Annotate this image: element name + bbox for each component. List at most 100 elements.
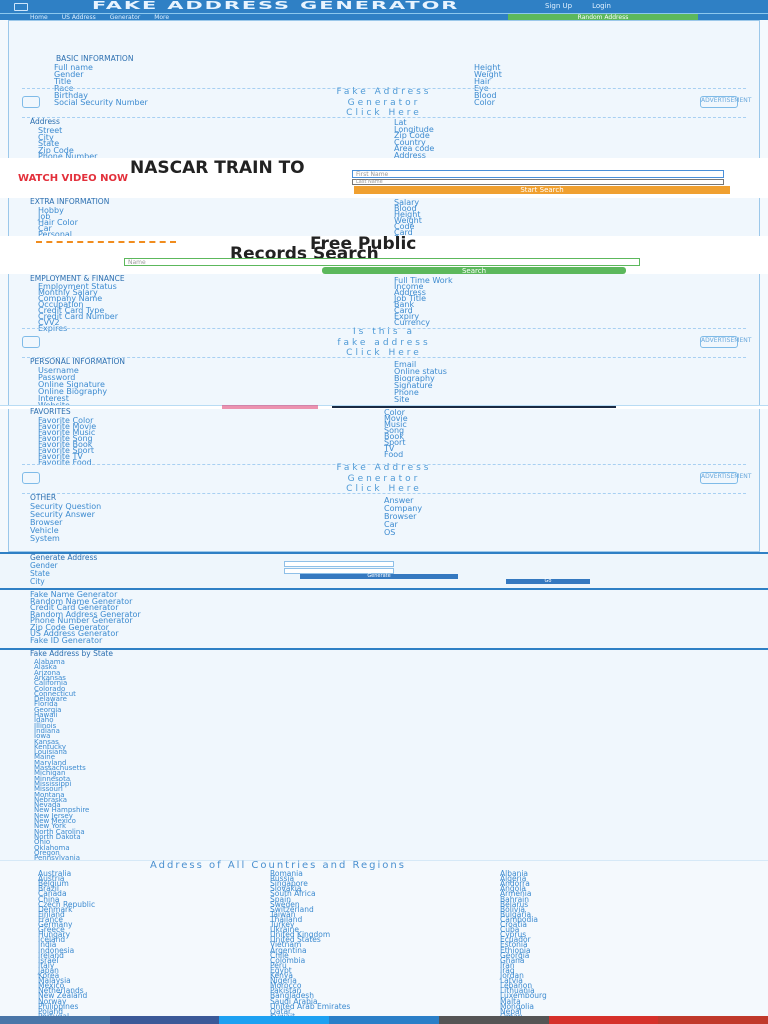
- country-link[interactable]: Iran: [500, 960, 515, 970]
- country-link[interactable]: Angola: [500, 884, 526, 894]
- country-link[interactable]: Jordan: [500, 971, 524, 980]
- state-link[interactable]: Illinois: [34, 721, 57, 730]
- country-link[interactable]: Peru: [270, 960, 287, 970]
- random-address-button[interactable]: Random Address: [508, 14, 698, 21]
- ad-banner-1[interactable]: Fake Address Generator Click Here: [22, 87, 746, 118]
- country-link[interactable]: New Zealand: [38, 991, 88, 1001]
- state-link[interactable]: Oklahoma: [34, 843, 70, 852]
- country-link[interactable]: Bolivia: [500, 904, 526, 914]
- ad-open-button[interactable]: ADVERTISEMENT: [700, 472, 751, 484]
- country-link[interactable]: Estonia: [500, 940, 528, 950]
- related-link[interactable]: Random Name Generator: [30, 596, 133, 606]
- country-link[interactable]: Nigeria: [270, 976, 297, 986]
- start-search-button[interactable]: Start Search: [354, 186, 730, 194]
- country-link[interactable]: Croatia: [500, 920, 527, 929]
- country-link[interactable]: Malta: [500, 996, 521, 1006]
- login-link[interactable]: Login: [592, 2, 611, 10]
- state-link[interactable]: Arkansas: [34, 673, 66, 682]
- ad-open-button[interactable]: ADVERTISEMENT: [700, 96, 751, 108]
- country-link[interactable]: Ecuador: [500, 935, 531, 945]
- state-link[interactable]: Missouri: [34, 785, 63, 794]
- share-button[interactable]: [548, 1016, 659, 1024]
- country-link[interactable]: Spain: [270, 894, 291, 904]
- related-link[interactable]: Credit Card Generator: [30, 603, 119, 612]
- country-link[interactable]: Indonesia: [38, 945, 75, 955]
- state-link[interactable]: Kentucky: [34, 742, 66, 751]
- state-link[interactable]: Massachusetts: [34, 764, 86, 772]
- go-button[interactable]: Go: [506, 578, 590, 584]
- country-link[interactable]: Nepal: [500, 1006, 522, 1016]
- country-link[interactable]: Colombia: [270, 955, 306, 965]
- country-link[interactable]: Slovakia: [270, 884, 302, 894]
- state-link[interactable]: Nevada: [34, 801, 61, 810]
- state-link[interactable]: New York: [34, 822, 67, 831]
- country-link[interactable]: Pakistan: [270, 986, 302, 996]
- state-link[interactable]: New Mexico: [34, 817, 76, 825]
- country-link[interactable]: Belgium: [38, 879, 69, 889]
- state-link[interactable]: Kansas: [34, 737, 59, 746]
- country-link[interactable]: Algeria: [500, 874, 527, 884]
- country-link[interactable]: China: [38, 894, 60, 904]
- country-link[interactable]: France: [38, 914, 63, 924]
- name-search-input[interactable]: Name: [124, 258, 640, 266]
- nav-us-address[interactable]: US Address: [61, 14, 96, 21]
- nav-more[interactable]: More: [154, 14, 170, 21]
- country-link[interactable]: Thailand: [270, 914, 303, 924]
- state-link[interactable]: Colorado: [34, 684, 66, 693]
- country-link[interactable]: Kenya: [270, 971, 293, 980]
- last-name-input[interactable]: Last Name: [352, 179, 724, 185]
- country-link[interactable]: Vietnam: [270, 940, 302, 950]
- state-link[interactable]: California: [34, 679, 68, 688]
- country-link[interactable]: Poland: [38, 1006, 64, 1016]
- country-link[interactable]: Cambodia: [500, 914, 538, 924]
- state-link[interactable]: Indiana: [34, 726, 60, 735]
- country-link[interactable]: Austria: [38, 874, 65, 884]
- country-link[interactable]: Mongolia: [500, 1001, 534, 1011]
- country-link[interactable]: Australia: [38, 869, 72, 878]
- related-link[interactable]: Random Address Generator: [30, 609, 141, 619]
- state-link[interactable]: Alaska: [34, 663, 57, 672]
- country-link[interactable]: Ukraine: [270, 925, 299, 935]
- country-link[interactable]: Bangladesh: [270, 991, 314, 1001]
- state-link[interactable]: Hawaii: [34, 711, 58, 719]
- country-link[interactable]: Bahrain: [500, 894, 530, 904]
- country-link[interactable]: Cuba: [500, 925, 520, 935]
- state-link[interactable]: Montana: [34, 790, 65, 799]
- country-link[interactable]: Norway: [38, 996, 67, 1006]
- state-link[interactable]: Iowa: [34, 732, 51, 741]
- country-link[interactable]: Andorra: [500, 879, 530, 889]
- home-icon[interactable]: [14, 3, 28, 11]
- state-link[interactable]: Ohio: [34, 838, 51, 847]
- country-link[interactable]: United Arab Emirates: [270, 1001, 351, 1011]
- share-button[interactable]: [329, 1016, 439, 1024]
- public-records-search-button[interactable]: Search: [322, 267, 626, 275]
- country-link[interactable]: Latvia: [500, 976, 523, 986]
- country-link[interactable]: Morocco: [270, 981, 302, 991]
- country-link[interactable]: Luxembourg: [500, 991, 547, 1001]
- country-link[interactable]: Egypt: [270, 965, 292, 975]
- country-link[interactable]: Russia: [270, 874, 295, 884]
- country-link[interactable]: Canada: [38, 889, 67, 899]
- share-button[interactable]: [658, 1016, 768, 1024]
- country-link[interactable]: Argentina: [270, 945, 307, 955]
- country-link[interactable]: United States: [270, 935, 321, 945]
- state-link[interactable]: Idaho: [34, 716, 54, 725]
- state-link[interactable]: Louisiana: [34, 748, 68, 757]
- state-link[interactable]: Connecticut: [34, 689, 76, 698]
- related-link[interactable]: Fake ID Generator: [30, 635, 103, 645]
- country-link[interactable]: Switzerland: [270, 904, 314, 914]
- ad-open-button[interactable]: ADVERTISEMENT: [700, 336, 751, 348]
- country-link[interactable]: Israel: [38, 955, 59, 965]
- country-link[interactable]: Ethiopia: [500, 945, 531, 955]
- nav-home[interactable]: Home: [30, 14, 48, 21]
- state-link[interactable]: Minnesota: [34, 774, 71, 783]
- country-link[interactable]: Czech Republic: [38, 899, 96, 909]
- generate-button[interactable]: Generate: [300, 573, 458, 579]
- state-link[interactable]: Maine: [34, 753, 56, 762]
- country-link[interactable]: Iraq: [500, 965, 515, 975]
- country-link[interactable]: Malaysia: [38, 976, 71, 986]
- country-link[interactable]: Romania: [270, 869, 303, 878]
- related-link[interactable]: Fake Name Generator: [30, 590, 118, 599]
- related-link[interactable]: Phone Number Generator: [30, 616, 133, 625]
- related-link[interactable]: Zip Code Generator: [30, 622, 109, 632]
